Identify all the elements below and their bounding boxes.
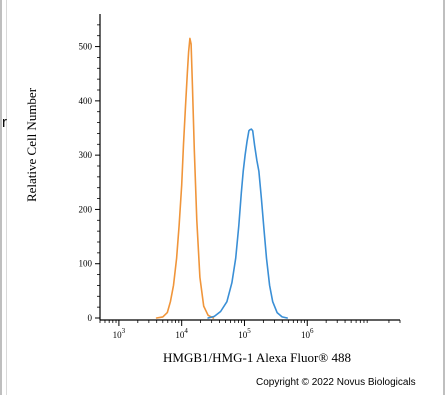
y-tick-label: 100 [79, 259, 93, 269]
axes: 0 100 200 300 400 500 103 104 105 106 [79, 14, 401, 340]
cropped-text-fragment: r [2, 114, 7, 131]
series-layer [155, 37, 289, 319]
y-tick-label: 200 [79, 204, 93, 214]
histogram-series-2 [207, 128, 289, 319]
y-axis-title: Relative Cell Number [24, 87, 39, 202]
y-tick-label: 0 [88, 313, 93, 323]
histogram-series-1 [155, 37, 215, 319]
x-tick-label: 104 [175, 327, 188, 340]
panel-divider [6, 0, 7, 395]
x-tick-label: 106 [301, 327, 314, 340]
x-tick-label: 105 [238, 327, 251, 340]
y-tick-label: 300 [79, 150, 93, 160]
x-axis-title: HMGB1/HMG-1 Alexa Fluor® 488 [163, 350, 351, 365]
y-tick-label: 500 [79, 42, 93, 52]
x-tick-label: 103 [113, 327, 126, 340]
y-tick-label: 400 [79, 96, 93, 106]
copyright-notice: Copyright © 2022 Novus Biologicals [256, 377, 416, 388]
